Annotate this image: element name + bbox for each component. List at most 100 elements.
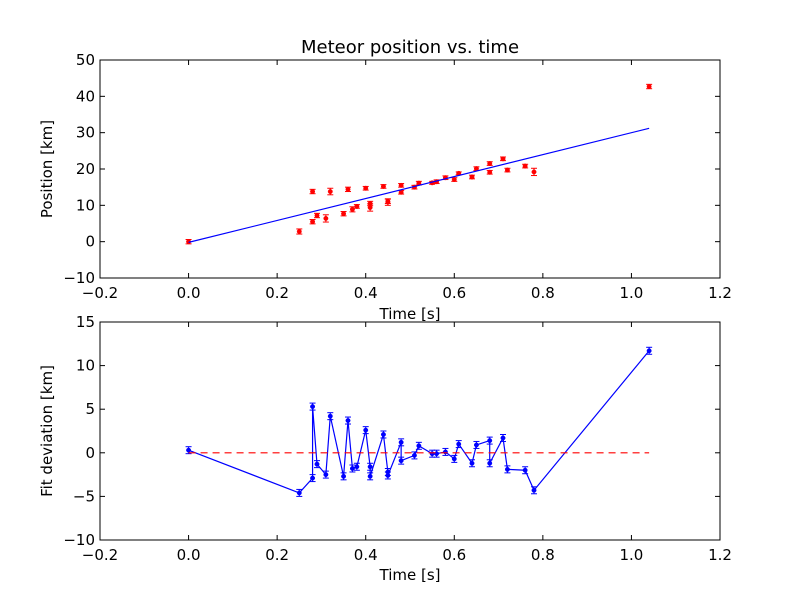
data-point <box>367 464 373 470</box>
deviation-chart-x-label: Time [s] <box>379 566 441 584</box>
data-point <box>504 466 510 472</box>
x-tick-label: 1.2 <box>708 284 732 302</box>
data-point <box>500 156 506 162</box>
y-tick-label: 20 <box>76 160 95 178</box>
data-point <box>531 487 537 493</box>
data-point <box>186 447 192 453</box>
data-point <box>323 472 329 478</box>
data-point <box>341 211 347 217</box>
x-tick-label: 1.0 <box>619 284 643 302</box>
x-tick-label: 0.4 <box>354 546 378 564</box>
data-point <box>354 203 360 209</box>
data-point <box>310 475 316 481</box>
data-point <box>522 163 528 169</box>
position-chart-y-label: Position [km] <box>38 120 56 218</box>
position-chart-x-label: Time [s] <box>379 305 441 323</box>
data-point <box>504 167 510 173</box>
x-tick-label: 0.8 <box>531 546 555 564</box>
data-point <box>385 198 391 204</box>
x-tick-label: 0.6 <box>442 546 466 564</box>
data-point <box>380 183 386 189</box>
x-tick-label: 0.8 <box>531 284 555 302</box>
data-point <box>310 404 316 410</box>
x-tick-label: 0.0 <box>177 284 201 302</box>
y-tick-label: 50 <box>76 51 95 69</box>
data-point <box>310 189 316 194</box>
y-tick-label: −10 <box>63 531 95 549</box>
data-point <box>531 169 537 175</box>
x-tick-label: 0.6 <box>442 284 466 302</box>
data-point <box>349 466 355 471</box>
y-tick-label: −5 <box>73 487 95 505</box>
data-point <box>487 460 493 466</box>
x-tick-label: 0.2 <box>265 284 289 302</box>
data-point <box>296 229 302 234</box>
data-point <box>341 473 347 479</box>
x-tick-label: −0.2 <box>82 284 118 302</box>
data-point <box>367 473 373 479</box>
x-tick-label: 0.0 <box>177 546 201 564</box>
y-tick-label: 0 <box>85 233 95 251</box>
data-point <box>451 456 457 462</box>
y-tick-label: 0 <box>85 444 95 462</box>
data-point <box>416 443 422 449</box>
data-point <box>646 348 652 354</box>
y-tick-label: 15 <box>76 313 95 331</box>
data-point <box>349 206 355 212</box>
deviation-chart-ticks: −0.2 0.0 0.2 0.4 0.6 0.8 1.0 1.2 −10 −5 0 5 10 15 <box>63 313 732 564</box>
data-point <box>327 189 333 194</box>
position-chart: Meteor position vs. time −0.2 0.0 0.2 0.4 0.… <box>38 37 732 323</box>
deviation-chart-frame <box>99 321 721 541</box>
data-point <box>296 490 302 496</box>
data-point <box>442 449 448 455</box>
data-point <box>522 467 528 473</box>
chart-title: Meteor position vs. time <box>301 37 519 58</box>
data-point <box>314 461 320 467</box>
data-point <box>646 84 652 89</box>
data-point <box>354 464 360 470</box>
deviation-chart-y-label: Fit deviation [km] <box>38 365 56 497</box>
data-point <box>469 460 475 466</box>
data-point <box>456 441 462 447</box>
data-point <box>398 439 404 445</box>
x-tick-label: 1.0 <box>619 546 643 564</box>
data-point <box>473 442 479 448</box>
data-point <box>345 418 351 423</box>
data-point <box>310 219 316 225</box>
x-tick-label: 1.2 <box>708 546 732 564</box>
position-chart-marks <box>185 83 653 245</box>
data-point <box>487 161 493 167</box>
deviation-chart-marks <box>185 346 653 497</box>
data-point <box>398 182 404 188</box>
y-tick-label: 10 <box>76 196 95 214</box>
data-point <box>363 427 369 433</box>
y-tick-label: 30 <box>76 124 95 142</box>
data-point <box>500 435 506 441</box>
y-tick-label: 5 <box>85 400 95 418</box>
data-point <box>327 413 333 419</box>
data-point <box>314 213 320 218</box>
data-point <box>469 174 475 180</box>
data-point <box>487 438 493 444</box>
deviation-chart: −0.2 0.0 0.2 0.4 0.6 0.8 1.0 1.2 −10 −5 0 5 10 15 Tim… <box>38 313 732 584</box>
data-point <box>487 169 493 175</box>
data-point <box>363 185 369 191</box>
x-tick-label: 0.4 <box>354 284 378 302</box>
y-tick-label: 40 <box>76 87 95 105</box>
data-point <box>367 201 373 206</box>
x-tick-label: 0.2 <box>265 546 289 564</box>
y-tick-label: 10 <box>76 357 95 375</box>
data-point <box>398 458 404 464</box>
data-point <box>345 186 351 192</box>
data-point <box>385 473 391 478</box>
data-point <box>411 452 417 458</box>
x-tick-label: −0.2 <box>82 546 118 564</box>
data-point <box>380 432 386 437</box>
data-point <box>429 451 435 457</box>
data-point <box>323 215 329 221</box>
y-tick-label: −10 <box>63 269 95 287</box>
data-point <box>434 451 440 457</box>
position-series-line <box>188 127 650 243</box>
